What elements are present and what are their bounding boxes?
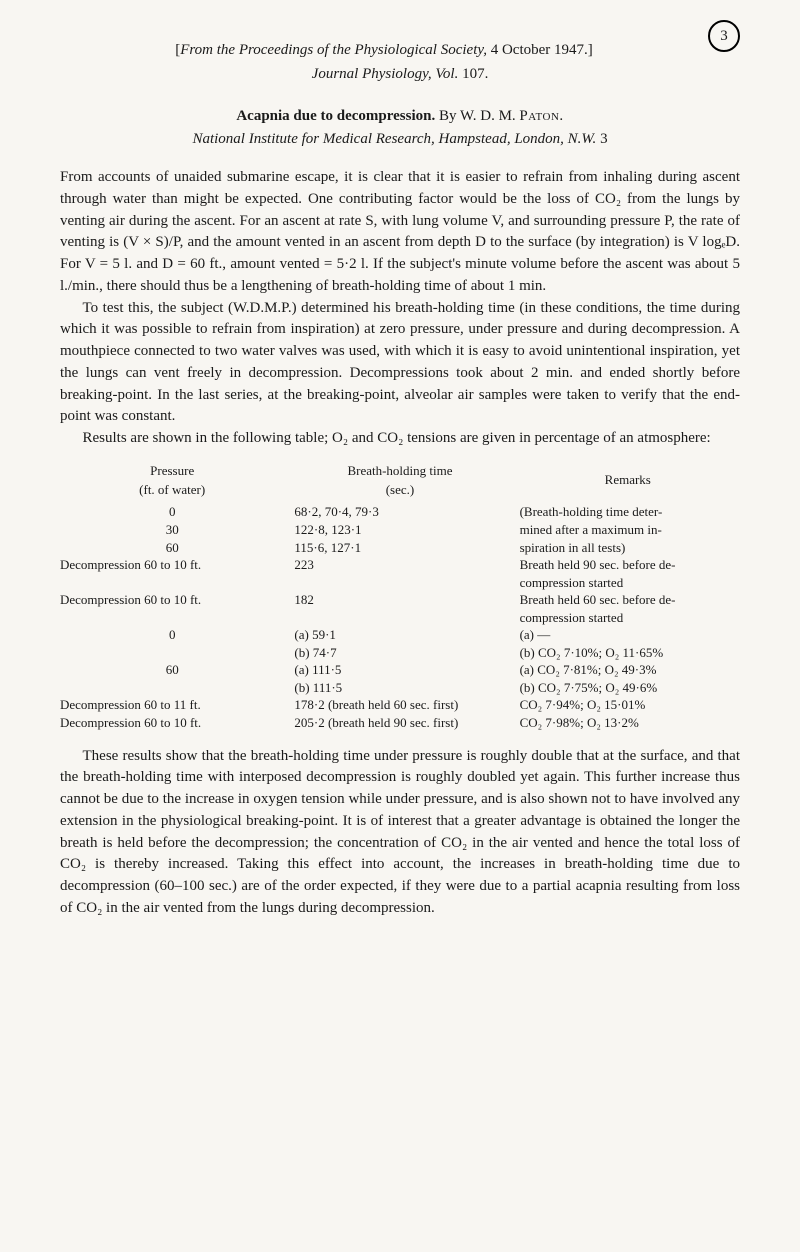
cell-time: 115·6, 127·1: [284, 539, 515, 557]
source-text-1: From the Proceedings of the Physiologica…: [180, 42, 487, 58]
cell-pressure: 60: [60, 661, 284, 679]
cell-pressure: Decompression 60 to 11 ft.: [60, 696, 284, 714]
table-row: compression started: [60, 574, 740, 592]
journal-name: Journal Physiology, Vol.: [312, 66, 459, 82]
cell-remarks: Breath held 60 sec. before de-: [516, 591, 740, 609]
table-row: 60(a) 111·5(a) CO₂ 7·81%; O₂ 49·3%: [60, 661, 740, 679]
table-row: 068·2, 70·4, 79·3(Breath-holding time de…: [60, 503, 740, 521]
data-table: Pressure (ft. of water) Breath-holding t…: [60, 462, 740, 732]
cell-pressure: 60: [60, 539, 284, 557]
hdr-c2-l1: Breath-holding time: [284, 462, 515, 481]
cell-pressure: 0: [60, 626, 284, 644]
cell-remarks: compression started: [516, 609, 740, 627]
table-row: Decompression 60 to 10 ft.182Breath held…: [60, 591, 740, 609]
hdr-c2-l2: (sec.): [284, 481, 515, 500]
table-row: 30122·8, 123·1mined after a maximum in-: [60, 521, 740, 539]
hdr-c3: Remarks: [516, 471, 740, 490]
cell-pressure: 0: [60, 503, 284, 521]
paragraph-2: To test this, the subject (W.D.M.P.) det…: [60, 298, 740, 429]
cell-time: (b) 74·7: [284, 644, 515, 662]
cell-remarks: (b) CO₂ 7·10%; O₂ 11·65%: [516, 644, 740, 662]
cell-pressure: Decompression 60 to 10 ft.: [60, 556, 284, 574]
table-header-time: Breath-holding time (sec.): [284, 462, 515, 500]
table-row: Decompression 60 to 10 ft.205·2 (breath …: [60, 714, 740, 732]
cell-pressure: Decompression 60 to 10 ft.: [60, 591, 284, 609]
cell-remarks: spiration in all tests): [516, 539, 740, 557]
cell-remarks: mined after a maximum in-: [516, 521, 740, 539]
paragraph-1: From accounts of unaided submarine escap…: [60, 167, 740, 298]
cell-time: (a) 59·1: [284, 626, 515, 644]
table-row: Decompression 60 to 10 ft.223Breath held…: [60, 556, 740, 574]
author-name: Paton.: [519, 108, 563, 124]
table-header-remarks: Remarks: [516, 462, 740, 500]
source-date: 4 October 1947.]: [487, 42, 593, 58]
cell-time: 182: [284, 591, 515, 609]
table-row: compression started: [60, 609, 740, 627]
paragraph-4: These results show that the breath-holdi…: [60, 746, 740, 920]
hdr-c1-l1: Pressure: [60, 462, 284, 481]
title-bold: Acapnia due to decompression.: [236, 108, 435, 124]
table-row: (b) 111·5(b) CO₂ 7·75%; O₂ 49·6%: [60, 679, 740, 697]
table-header-pressure: Pressure (ft. of water): [60, 462, 284, 500]
paragraph-3: Results are shown in the following table…: [60, 428, 740, 450]
table-row: Decompression 60 to 11 ft.178·2 (breath …: [60, 696, 740, 714]
cell-remarks: CO₂ 7·94%; O₂ 15·01%: [516, 696, 740, 714]
cell-remarks: Breath held 90 sec. before de-: [516, 556, 740, 574]
affil-text: National Institute for Medical Research,…: [192, 131, 596, 147]
cell-remarks: CO₂ 7·98%; O₂ 13·2%: [516, 714, 740, 732]
title-by: By W. D. M.: [435, 108, 519, 124]
cell-remarks: (a) —: [516, 626, 740, 644]
table-row: 0(a) 59·1(a) —: [60, 626, 740, 644]
affiliation: National Institute for Medical Research,…: [60, 129, 740, 151]
cell-time: (a) 111·5: [284, 661, 515, 679]
cell-time: 205·2 (breath held 90 sec. first): [284, 714, 515, 732]
source-line-2: Journal Physiology, Vol. 107.: [60, 64, 740, 86]
table-row: (b) 74·7(b) CO₂ 7·10%; O₂ 11·65%: [60, 644, 740, 662]
cell-time: (b) 111·5: [284, 679, 515, 697]
journal-vol: 107.: [458, 66, 488, 82]
cell-remarks: (a) CO₂ 7·81%; O₂ 49·3%: [516, 661, 740, 679]
page-number: 3: [708, 20, 740, 52]
cell-pressure: Decompression 60 to 10 ft.: [60, 714, 284, 732]
affil-num: 3: [596, 131, 607, 147]
cell-remarks: compression started: [516, 574, 740, 592]
cell-pressure: 30: [60, 521, 284, 539]
article-title: Acapnia due to decompression. By W. D. M…: [60, 106, 740, 128]
cell-time: 223: [284, 556, 515, 574]
cell-time: 122·8, 123·1: [284, 521, 515, 539]
cell-remarks: (b) CO₂ 7·75%; O₂ 49·6%: [516, 679, 740, 697]
cell-time: 68·2, 70·4, 79·3: [284, 503, 515, 521]
cell-remarks: (Breath-holding time deter-: [516, 503, 740, 521]
hdr-c1-l2: (ft. of water): [60, 481, 284, 500]
source-line-1: [From the Proceedings of the Physiologic…: [60, 40, 740, 62]
table-row: 60115·6, 127·1spiration in all tests): [60, 539, 740, 557]
cell-time: 178·2 (breath held 60 sec. first): [284, 696, 515, 714]
